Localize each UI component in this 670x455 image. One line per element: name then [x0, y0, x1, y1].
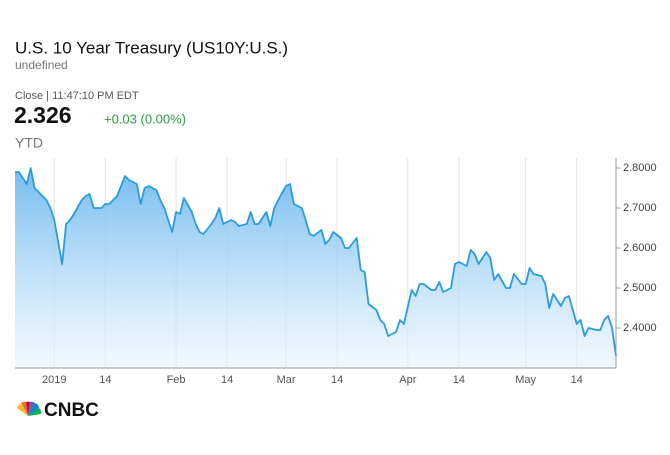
- x-tick-label: 14: [331, 374, 343, 386]
- x-tick-label: May: [515, 374, 536, 386]
- range-label: YTD: [15, 135, 43, 151]
- y-tick-label: 2.4000: [623, 322, 657, 334]
- x-tick-label: 14: [99, 374, 111, 386]
- y-tick-label: 2.6000: [623, 242, 657, 254]
- x-tick-label: Mar: [277, 374, 296, 386]
- x-tick-label: Apr: [399, 374, 416, 386]
- y-tick-label: 2.7000: [623, 202, 657, 214]
- line: [15, 167, 617, 357]
- y-tick-label: 2.8000: [623, 162, 657, 174]
- price-change: +0.03 (0.00%): [104, 111, 186, 126]
- quote-time: Close | 11:47:10 PM EDT: [15, 90, 139, 102]
- plot-area: 2019 14 Feb 14 Mar 14 Apr 14 May 14 2.8000 2.7000 2.…: [15, 158, 657, 386]
- x-tick-label: 2019: [42, 374, 66, 386]
- x-tick-label: 14: [571, 374, 583, 386]
- logo-text: CNBC: [44, 400, 99, 421]
- logo-icon: [17, 401, 42, 416]
- y-tick-label: 2.5000: [623, 282, 657, 294]
- x-tick-label: Feb: [167, 374, 186, 386]
- x-tick-label: 14: [453, 374, 465, 386]
- chart-subtitle: undefined: [15, 58, 68, 72]
- last-price: 2.326: [14, 102, 72, 128]
- area: [15, 168, 616, 368]
- x-tick-label: 14: [221, 374, 233, 386]
- chart-title: U.S. 10 Year Treasury (US10Y:U.S.): [15, 38, 288, 57]
